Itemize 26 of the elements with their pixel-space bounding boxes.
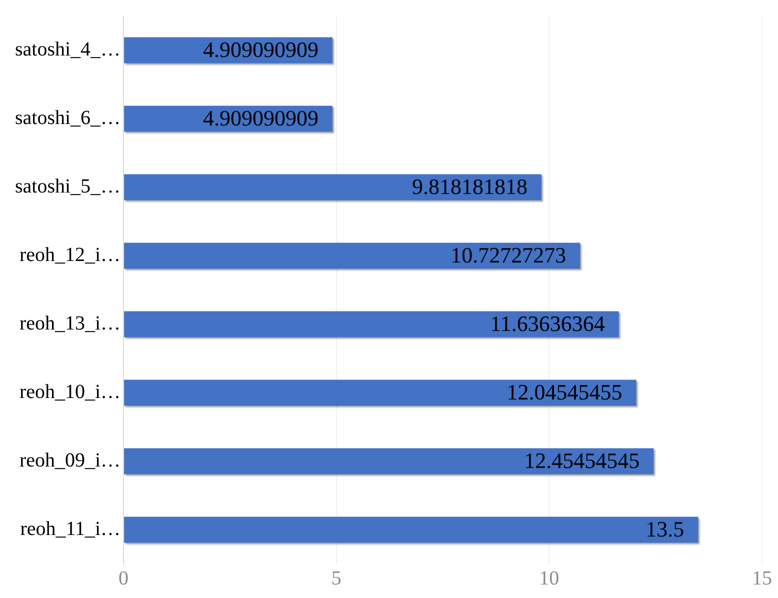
bar	[124, 516, 698, 543]
x-tick-label: 5	[331, 567, 342, 590]
x-tick-label: 15	[752, 567, 772, 590]
bar	[124, 174, 542, 200]
data-label: 12.45454545	[524, 448, 640, 474]
y-tick-label: reoh_10_i…	[19, 381, 121, 403]
bar	[124, 242, 580, 269]
x-tick-label: 0	[118, 567, 129, 590]
y-tick-label: reoh_09_i…	[19, 450, 121, 472]
data-label: 10.72727273	[450, 242, 566, 268]
data-label: 12.04545455	[506, 380, 622, 405]
data-label: 13.5	[646, 516, 684, 542]
y-tick-label: satoshi_6_…	[14, 107, 121, 129]
y-tick-label: satoshi_4_…	[14, 38, 121, 60]
data-label: 11.63636364	[490, 311, 605, 336]
bar	[124, 380, 636, 406]
bar	[124, 448, 654, 474]
data-label: 9.818181818	[412, 174, 528, 200]
y-tick-label: reoh_12_i…	[19, 244, 121, 266]
bar	[124, 311, 619, 338]
data-label: 4.909090909	[203, 37, 318, 62]
y-tick-label: satoshi_5_…	[14, 176, 121, 198]
data-label: 4.909090909	[203, 106, 318, 131]
x-tick-label: 10	[539, 567, 560, 590]
y-tick-label: reoh_11_i…	[20, 518, 121, 540]
y-tick-label: reoh_13_i…	[19, 312, 121, 334]
